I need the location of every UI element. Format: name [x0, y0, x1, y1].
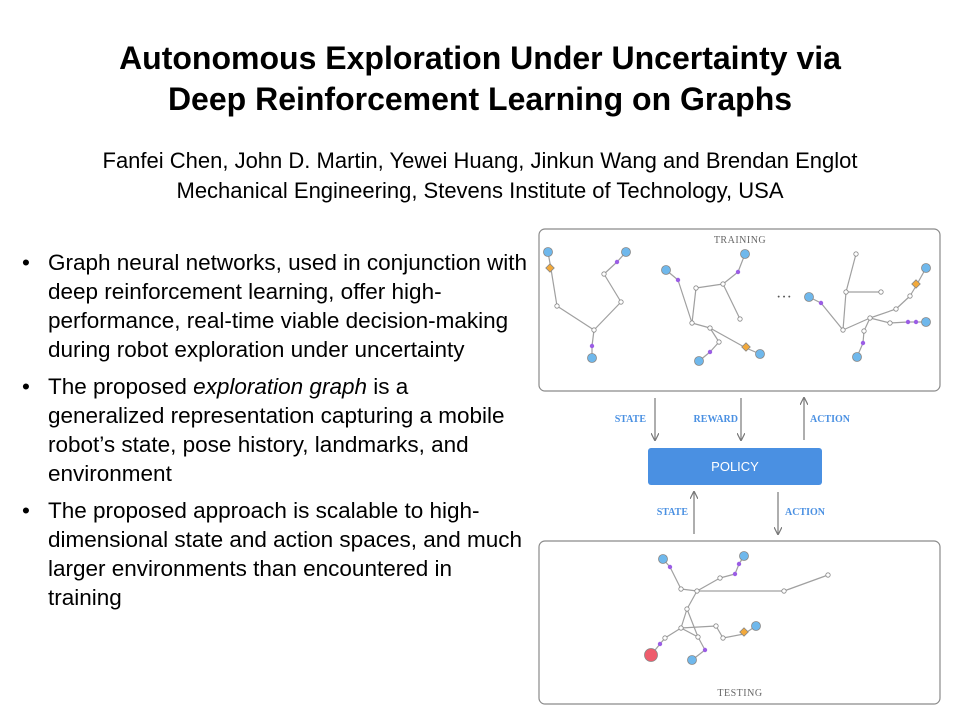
- training-panel: [538, 228, 941, 392]
- author-block: Fanfei Chen, John D. Martin, Yewei Huang…: [0, 146, 960, 206]
- bullet-text-post: is a generalized representation capturin…: [48, 374, 505, 486]
- training-label: TRAINING: [714, 235, 766, 246]
- bullet-list: • Graph neural networks, used in conjunc…: [22, 248, 527, 620]
- reward-label: REWARD: [694, 414, 738, 425]
- bullet-text: Graph neural networks, used in conjuncti…: [48, 250, 528, 362]
- bullet-marker: •: [22, 250, 30, 275]
- state-label-bottom: STATE: [657, 507, 689, 518]
- action-label-top: ACTION: [810, 414, 851, 425]
- bullet-text-emphasis: exploration graph: [193, 374, 367, 399]
- ellipsis: ···: [776, 289, 792, 306]
- policy-label: POLICY: [711, 459, 759, 474]
- bullet-text-pre: The proposed: [48, 374, 194, 399]
- poster-title: Autonomous Exploration Under Uncertainty…: [0, 38, 960, 120]
- title-line-2: Deep Reinforcement Learning on Graphs: [167, 81, 793, 117]
- testing-graph-nodes: [644, 551, 831, 665]
- author-affiliation: Mechanical Engineering, Stevens Institut…: [176, 178, 784, 203]
- author-names: Fanfei Chen, John D. Martin, Yewei Huang…: [102, 148, 858, 173]
- bullet-item: • Graph neural networks, used in conjunc…: [22, 248, 527, 364]
- rl-loop-diagram: TRAINING: [538, 228, 941, 705]
- testing-panel: [538, 540, 941, 705]
- training-graph-2-nodes: [661, 249, 765, 366]
- bullet-marker: •: [22, 498, 30, 523]
- bullet-marker: •: [22, 374, 30, 399]
- state-label-top: STATE: [615, 414, 647, 425]
- title-line-1: Autonomous Exploration Under Uncertainty…: [119, 40, 841, 76]
- action-label-bottom: ACTION: [785, 507, 826, 518]
- bullet-text: The proposed approach is scalable to hig…: [48, 498, 523, 610]
- bullet-item: • The proposed approach is scalable to h…: [22, 496, 527, 612]
- testing-label: TESTING: [717, 688, 762, 699]
- training-graph-3-nodes: [804, 251, 931, 362]
- policy-box: [648, 448, 822, 485]
- bullet-item: • The proposed exploration graph is a ge…: [22, 372, 527, 488]
- training-graph-1-nodes: [543, 247, 631, 363]
